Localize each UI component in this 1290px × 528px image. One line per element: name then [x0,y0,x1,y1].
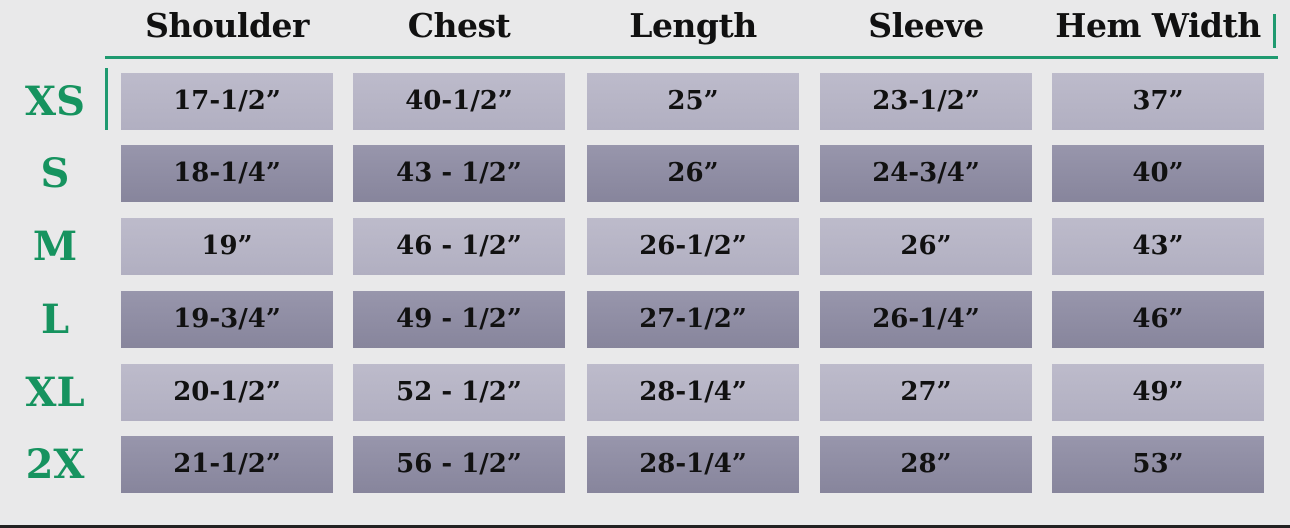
size-label: L [40,296,70,343]
size-label: S [40,150,70,197]
table-cell: 26” [820,218,1032,275]
column-header: Sleeve [868,6,984,45]
table-cell: 18-1/4” [121,145,333,202]
table-cell: 52 - 1/2” [353,364,565,421]
table-cell: 46” [1052,291,1264,348]
size-label: XS [25,78,85,125]
table-cell: 17-1/2” [121,73,333,130]
table-cell: 19-3/4” [121,291,333,348]
table-cell: 40” [1052,145,1264,202]
size-label: 2X [25,441,85,488]
table-cell: 26-1/2” [587,218,799,275]
table-cell: 49 - 1/2” [353,291,565,348]
table-cell: 28-1/4” [587,436,799,493]
table-cell: 26” [587,145,799,202]
table-cell: 53” [1052,436,1264,493]
table-cell: 40-1/2” [353,73,565,130]
column-header: Length [629,6,757,45]
table-cell: 27-1/2” [587,291,799,348]
table-cell: 23-1/2” [820,73,1032,130]
column-header: Shoulder [145,6,309,45]
column-header: Chest [407,6,511,45]
table-cell: 19” [121,218,333,275]
size-label: XL [25,369,85,416]
table-cell: 43 - 1/2” [353,145,565,202]
table-cell: 49” [1052,364,1264,421]
table-cell: 25” [587,73,799,130]
table-cell: 43” [1052,218,1264,275]
size-column-divider [105,68,108,130]
size-label: M [32,223,78,270]
table-cell: 46 - 1/2” [353,218,565,275]
table-cell: 27” [820,364,1032,421]
table-cell: 24-3/4” [820,145,1032,202]
table-cell: 28” [820,436,1032,493]
table-cell: 21-1/2” [121,436,333,493]
table-cell: 28-1/4” [587,364,799,421]
table-cell: 56 - 1/2” [353,436,565,493]
table-cell: 37” [1052,73,1264,130]
header-end-mark [1273,14,1276,48]
column-header: Hem Width [1055,6,1261,45]
header-divider [105,56,1278,59]
table-cell: 20-1/2” [121,364,333,421]
bottom-border [0,525,1290,528]
table-cell: 26-1/4” [820,291,1032,348]
